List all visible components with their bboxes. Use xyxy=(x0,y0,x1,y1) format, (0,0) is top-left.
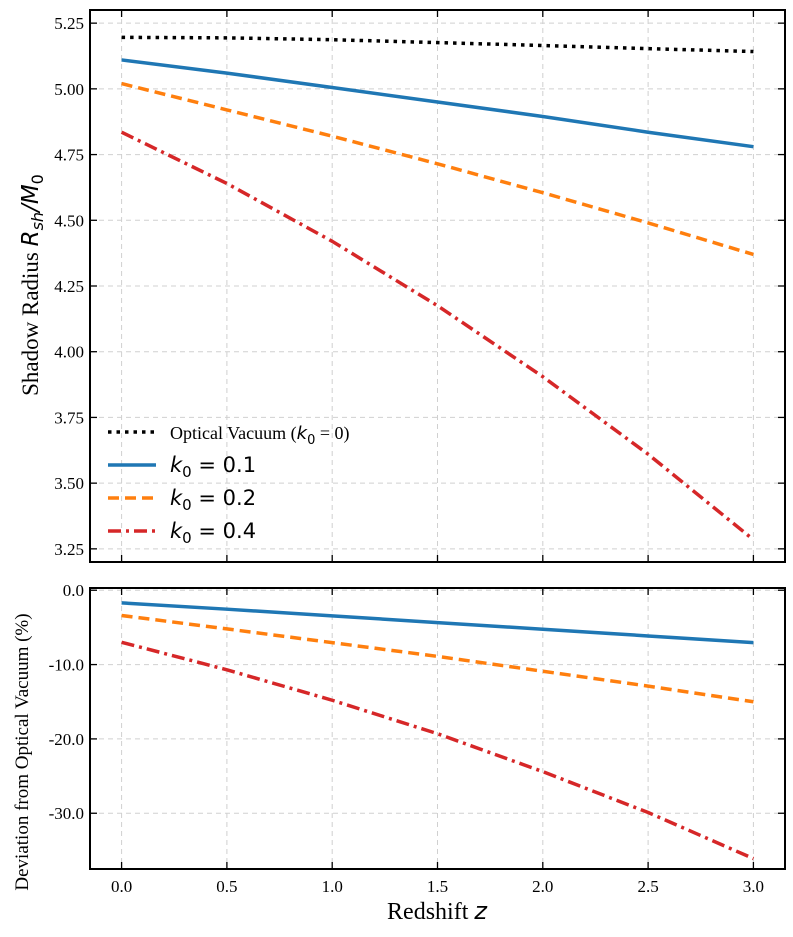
y-tick-label-0-5: 4.50 xyxy=(54,211,84,230)
y-tick-label-1-3: -30.0 xyxy=(49,804,84,823)
x-tick-label-2: 1.0 xyxy=(322,877,343,896)
y-tick-label-1-1: -10.0 xyxy=(49,656,84,675)
y-tick-label-0-8: 5.25 xyxy=(54,14,84,33)
y-tick-label-0-3: 4.00 xyxy=(54,343,84,362)
y-tick-label-1-0: 0.0 xyxy=(63,581,84,600)
y-tick-label-0-4: 4.25 xyxy=(54,277,84,296)
y-tick-label-0-2: 3.75 xyxy=(54,408,84,427)
bottom-y-axis-label: Deviation from Optical Vacuum (%) xyxy=(12,613,33,890)
y-tick-label-1-2: -20.0 xyxy=(49,730,84,749)
legend-label-2: k0 = 0.2 xyxy=(170,486,256,514)
top-y-axis-label: Shadow Radius Rsh/M0 xyxy=(18,174,47,396)
series-line-k0-0-2-0 xyxy=(121,81,754,257)
series-line-k0-0-4-0 xyxy=(120,130,755,542)
x-tick-label-0: 0.0 xyxy=(111,877,132,896)
legend-label-3: k0 = 0.4 xyxy=(170,519,256,547)
legend-label-0: Optical Vacuum (k0 = 0) xyxy=(170,423,350,448)
y-tick-label-0-1: 3.50 xyxy=(54,474,84,493)
series-line-k0-0-4-1 xyxy=(121,640,755,861)
x-tick-label-3: 1.5 xyxy=(427,877,448,896)
bottom-panel: 0.0 -10.0 -20.0 -30.0 0.0 0.5 1.0 1.5 2.0 2.5 3.0 xyxy=(49,581,786,896)
top-panel: 3.25 3.50 3.75 4.00 4.25 4.50 4.75 5.00 5.25 xyxy=(54,9,786,563)
legend-label-1: k0 = 0.1 xyxy=(170,453,256,481)
x-tick-label-5: 2.5 xyxy=(637,877,658,896)
y-tick-label-0-0: 3.25 xyxy=(54,540,84,559)
x-tick-label-1: 0.5 xyxy=(216,877,237,896)
legend: Optical Vacuum (k0 = 0) k0 = 0.1 k0 = 0.2 k… xyxy=(108,423,350,547)
series-line-k0-0-1-1 xyxy=(121,601,754,645)
series-line-k0-0-1-0 xyxy=(121,58,754,149)
series-line-optical-vacuum-k0-0--0 xyxy=(121,35,754,54)
y-tick-label-0-7: 5.00 xyxy=(54,80,84,99)
y-tick-label-0-6: 4.75 xyxy=(54,146,84,165)
x-axis-label: Redshift z xyxy=(387,897,488,925)
series-line-k0-0-2-1 xyxy=(121,613,754,704)
x-tick-label-6: 3.0 xyxy=(743,877,764,896)
x-tick-label-4: 2.0 xyxy=(532,877,553,896)
